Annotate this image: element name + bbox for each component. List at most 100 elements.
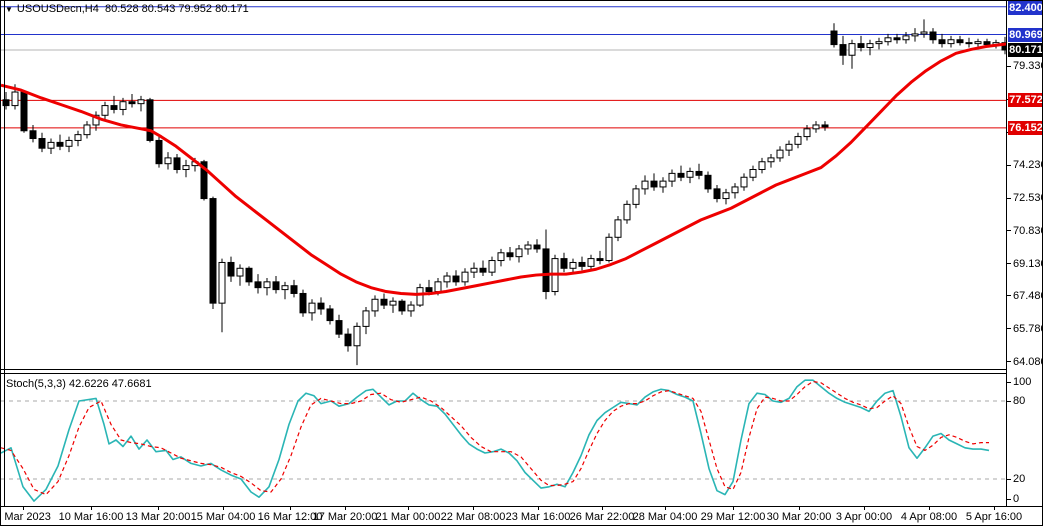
time-tick-mark — [345, 507, 346, 510]
time-axis-label: 26 Mar 22:00 — [569, 511, 635, 523]
candle-body — [542, 248, 550, 293]
candle-body — [209, 198, 217, 304]
axis-tick-mark — [1007, 478, 1011, 480]
candle-body — [614, 219, 622, 238]
time-tick-mark — [665, 507, 666, 510]
candle-body — [29, 130, 37, 140]
time-axis-label: 4 Apr 08:00 — [900, 511, 958, 523]
price-axis[interactable]: 79.33077.63075.93074.23072.53070.83069.1… — [1006, 1, 1043, 506]
candle-body — [263, 281, 271, 289]
candle-body — [254, 281, 262, 289]
candle-body — [533, 244, 541, 250]
candle-body — [857, 43, 865, 48]
candle-body — [623, 203, 631, 221]
time-axis-label: 16 Mar 12:00 — [257, 511, 323, 523]
candle-body — [866, 43, 874, 48]
time-tick-mark — [408, 507, 409, 510]
time-axis-label: 29 Mar 12:00 — [700, 511, 766, 523]
candle-body — [371, 298, 379, 312]
collapse-chart-icon[interactable]: ▼ — [5, 5, 13, 14]
stoch-chart-svg[interactable] — [1, 374, 1006, 506]
candle-body — [884, 37, 892, 43]
stoch-signal-line — [1, 380, 989, 496]
time-tick-mark — [864, 507, 865, 510]
candle-body — [2, 99, 10, 107]
time-axis[interactable]: 9 Mar 2023 10 Mar 16:00 13 Mar 20:00 15 Mar… — [0, 506, 1042, 525]
candle-body — [956, 39, 964, 44]
time-tick-mark — [91, 507, 92, 510]
candle-body — [659, 180, 667, 188]
candle-body — [641, 180, 649, 190]
candle-body — [434, 281, 442, 293]
time-tick-mark — [602, 507, 603, 510]
price-tick-74.230: 74.230 — [1007, 158, 1042, 172]
candle-body — [128, 101, 136, 105]
candle-body — [119, 101, 127, 110]
axis-tick-mark — [1007, 230, 1011, 232]
candle-body — [83, 124, 91, 136]
candle-body — [173, 157, 181, 171]
candle-body — [416, 287, 424, 306]
price-tick-69.130: 69.130 — [1007, 257, 1042, 271]
moving-average-line[interactable] — [1, 42, 1006, 296]
time-tick-mark — [733, 507, 734, 510]
candle-body — [821, 124, 829, 128]
main-chart-svg[interactable] — [1, 1, 1006, 369]
candle-body — [731, 186, 739, 194]
candle-body — [875, 41, 883, 45]
time-axis-label: 9 Mar 2023 — [0, 511, 51, 523]
indicator-values: 42.6226 47.6681 — [68, 378, 152, 390]
candle-body — [227, 261, 235, 277]
main-price-panel[interactable] — [1, 1, 1006, 369]
price-tick-67.480: 67.480 — [1007, 289, 1042, 303]
candle-body — [506, 252, 514, 258]
candle-body — [92, 114, 100, 126]
time-axis-label: 21 Mar 00:00 — [375, 511, 441, 523]
time-axis-label: 22 Mar 08:00 — [440, 511, 506, 523]
candle-body — [848, 43, 856, 56]
stoch-tick-100: 100 — [1007, 375, 1031, 389]
candle-body — [326, 308, 334, 322]
candle-body — [353, 325, 361, 347]
candle-body — [938, 39, 946, 45]
candle-body — [830, 30, 838, 46]
time-axis-label: 10 Mar 16:00 — [58, 511, 124, 523]
candle-body — [470, 267, 478, 273]
panel-divider[interactable] — [1, 369, 1006, 374]
symbol-period-label: USOUSDecn,H4 — [16, 3, 99, 15]
candle-body — [290, 285, 298, 294]
price-tick-79.330: 79.330 — [1007, 59, 1042, 73]
candle-body — [704, 174, 712, 190]
plot-region[interactable] — [1, 1, 1006, 506]
indicator-name: Stoch(5,3,3) — [6, 378, 66, 390]
candle-body — [236, 267, 244, 277]
candle-body — [380, 298, 388, 306]
chart-left-border — [4, 1, 5, 506]
axis-tick-mark — [1007, 65, 1011, 67]
time-tick-mark — [994, 507, 995, 510]
axis-tick-mark — [1007, 400, 1011, 402]
stoch-tick-0: 0 — [1007, 492, 1019, 506]
time-axis-label: 17 Mar 20:00 — [312, 511, 378, 523]
candle-body — [497, 252, 505, 262]
candle-body — [983, 41, 991, 46]
candle-body — [281, 285, 289, 291]
candle-body — [164, 157, 172, 165]
candle-body — [929, 31, 937, 41]
time-tick-mark — [23, 507, 24, 510]
stochastic-panel[interactable] — [1, 374, 1006, 506]
candle-body — [569, 261, 577, 269]
candle-body — [713, 188, 721, 200]
price-tick-64.080: 64.080 — [1007, 355, 1042, 369]
time-tick-mark — [473, 507, 474, 510]
candle-body — [515, 248, 523, 258]
candle-body — [776, 149, 784, 159]
time-axis-label: 5 Apr 16:00 — [965, 511, 1023, 523]
time-tick-mark — [290, 507, 291, 510]
axis-tick-mark — [1007, 381, 1011, 383]
axis-tick-mark — [1007, 361, 1011, 363]
candle-body — [335, 320, 343, 335]
candle-body — [245, 267, 253, 283]
price-level-badge-77.572: 77.572 — [1008, 93, 1043, 108]
